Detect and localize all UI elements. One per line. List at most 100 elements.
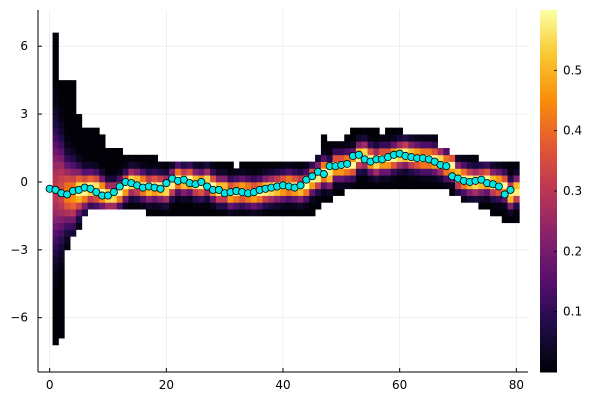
heatmap-cell — [204, 188, 211, 196]
heatmap-cell — [280, 168, 287, 176]
heatmap-cell — [227, 181, 234, 190]
scatter-point — [197, 177, 206, 186]
heatmap-cell — [379, 161, 386, 169]
heatmap-cell — [140, 168, 147, 176]
heatmap-cell — [52, 338, 59, 346]
colorbar-swatch — [540, 327, 557, 333]
heatmap-cell — [460, 168, 468, 176]
heatmap-cell — [75, 141, 83, 149]
colorbar-swatch — [540, 170, 557, 176]
heatmap-cell — [361, 141, 368, 149]
heatmap-cell — [291, 161, 298, 169]
heatmap-cell — [75, 154, 83, 162]
heatmap-cell — [379, 175, 386, 183]
heatmap-cell — [110, 168, 118, 176]
colorbar-swatch — [540, 182, 557, 188]
heatmap-cell — [221, 161, 228, 169]
heatmap-cell — [215, 161, 223, 169]
heatmap-cell — [245, 181, 252, 190]
heatmap-cell — [99, 202, 106, 210]
colorbar-swatch — [540, 22, 557, 27]
heatmap-cell — [75, 202, 83, 210]
heatmap-cell — [495, 195, 503, 203]
heatmap-cell — [70, 141, 77, 149]
heatmap-cell — [99, 175, 106, 183]
heatmap-cell — [151, 154, 158, 162]
heatmap-cell — [134, 202, 141, 210]
heatmap-cell — [210, 168, 217, 176]
heatmap-cell — [291, 168, 298, 176]
heatmap-cell — [128, 161, 135, 169]
heatmap-cell — [70, 222, 77, 230]
heatmap-cell — [280, 188, 287, 196]
heatmap-cell — [385, 168, 392, 176]
x-tick-label: 60 — [392, 378, 407, 392]
colorbar-swatch — [540, 295, 557, 301]
colorbar-swatch — [540, 199, 557, 204]
heatmap-cell — [64, 209, 71, 217]
colorbar-swatch — [540, 86, 557, 91]
heatmap-cell — [221, 195, 228, 203]
heatmap-cell — [52, 114, 59, 122]
heatmap-cell — [280, 175, 287, 183]
heatmap-cell — [99, 141, 106, 149]
heatmap-cell — [490, 168, 497, 176]
colorbar-swatch — [540, 331, 557, 337]
colorbar-swatch — [540, 227, 557, 232]
heatmap-cell — [169, 168, 176, 176]
heatmap-cell — [58, 175, 65, 183]
heatmap-cell — [495, 168, 503, 176]
heatmap-cell — [455, 168, 462, 176]
heatmap-cell — [501, 195, 508, 203]
heatmap-cell — [110, 148, 118, 156]
heatmap-cell — [52, 283, 59, 291]
heatmap-cell — [58, 134, 65, 142]
heatmap-cell — [75, 175, 83, 183]
heatmap-cell — [379, 148, 386, 156]
colorbar-swatch — [540, 186, 557, 192]
heatmap-cell — [105, 148, 112, 156]
scatter-point — [500, 190, 509, 199]
heatmap-cell — [128, 195, 135, 203]
heatmap-cell — [180, 161, 188, 169]
heatmap-cell — [180, 181, 188, 190]
heatmap-cell — [262, 175, 269, 183]
heatmap-cell — [361, 181, 368, 190]
heatmap-cell — [344, 148, 351, 156]
heatmap-cell — [64, 134, 71, 142]
heatmap-cell — [495, 202, 503, 210]
heatmap-cell — [431, 175, 438, 183]
heatmap-cell — [385, 175, 392, 183]
heatmap-cell — [320, 154, 328, 162]
heatmap-cell — [52, 175, 59, 183]
heatmap-cell — [239, 202, 246, 210]
heatmap-cell — [297, 209, 304, 217]
heatmap-cell — [198, 168, 205, 176]
heatmap-cell — [175, 195, 182, 203]
heatmap-cell — [221, 175, 228, 183]
heatmap-cell — [361, 148, 368, 156]
heatmap-cell — [460, 188, 468, 196]
heatmap-cell — [116, 202, 123, 210]
heatmap-cell — [355, 161, 363, 169]
heatmap-cell — [390, 181, 398, 190]
heatmap-cell — [58, 161, 65, 169]
heatmap-cell — [239, 181, 246, 190]
heatmap-cell — [210, 161, 217, 169]
heatmap-cell — [175, 202, 182, 210]
colorbar-swatch — [540, 235, 557, 240]
heatmap-cell — [385, 134, 392, 142]
colorbar-swatch — [540, 142, 557, 148]
heatmap-cell — [326, 195, 333, 203]
scatter-point — [430, 157, 439, 166]
colorbar-swatch — [540, 110, 557, 116]
heatmap-cell — [227, 202, 234, 210]
colorbar-swatch — [540, 82, 557, 87]
heatmap-cell — [151, 188, 158, 196]
heatmap-cell — [210, 175, 217, 183]
heatmap-cell — [198, 161, 205, 169]
heatmap-cell — [52, 134, 59, 142]
heatmap-cell — [145, 161, 153, 169]
colorbar-swatch — [540, 191, 557, 196]
heatmap-cell — [186, 209, 193, 217]
